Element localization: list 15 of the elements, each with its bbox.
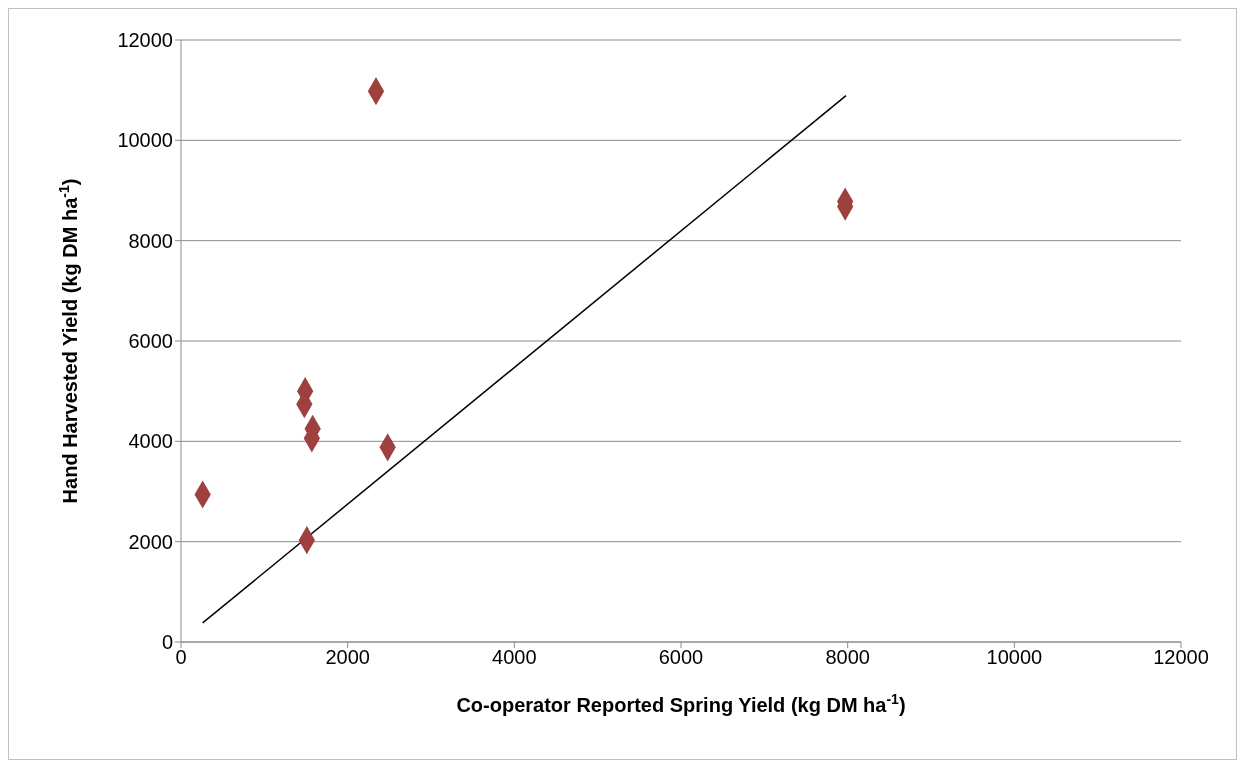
x-tick-label: 4000: [492, 646, 537, 669]
y-tick-label: 8000: [128, 229, 173, 252]
y-tick-label: 2000: [128, 530, 173, 553]
x-tick-label: 10000: [986, 646, 1043, 669]
x-tick-label: 12000: [1153, 646, 1209, 669]
y-tick-label: 0: [161, 631, 173, 654]
y-tick-label: 6000: [128, 330, 173, 353]
x-tick-label: 6000: [658, 646, 704, 669]
y-tick-label: 10000: [117, 129, 173, 152]
y-tick-label: 12000: [117, 29, 173, 52]
x-tick-label: 0: [175, 646, 187, 669]
y-tick-label: 4000: [128, 430, 173, 453]
x-tick-label: 8000: [825, 646, 870, 669]
x-axis-title: Co-operator Reported Spring Yield (kg DM ha$^{-1}$): [456, 691, 906, 716]
x-tick-label: 2000: [325, 646, 370, 669]
